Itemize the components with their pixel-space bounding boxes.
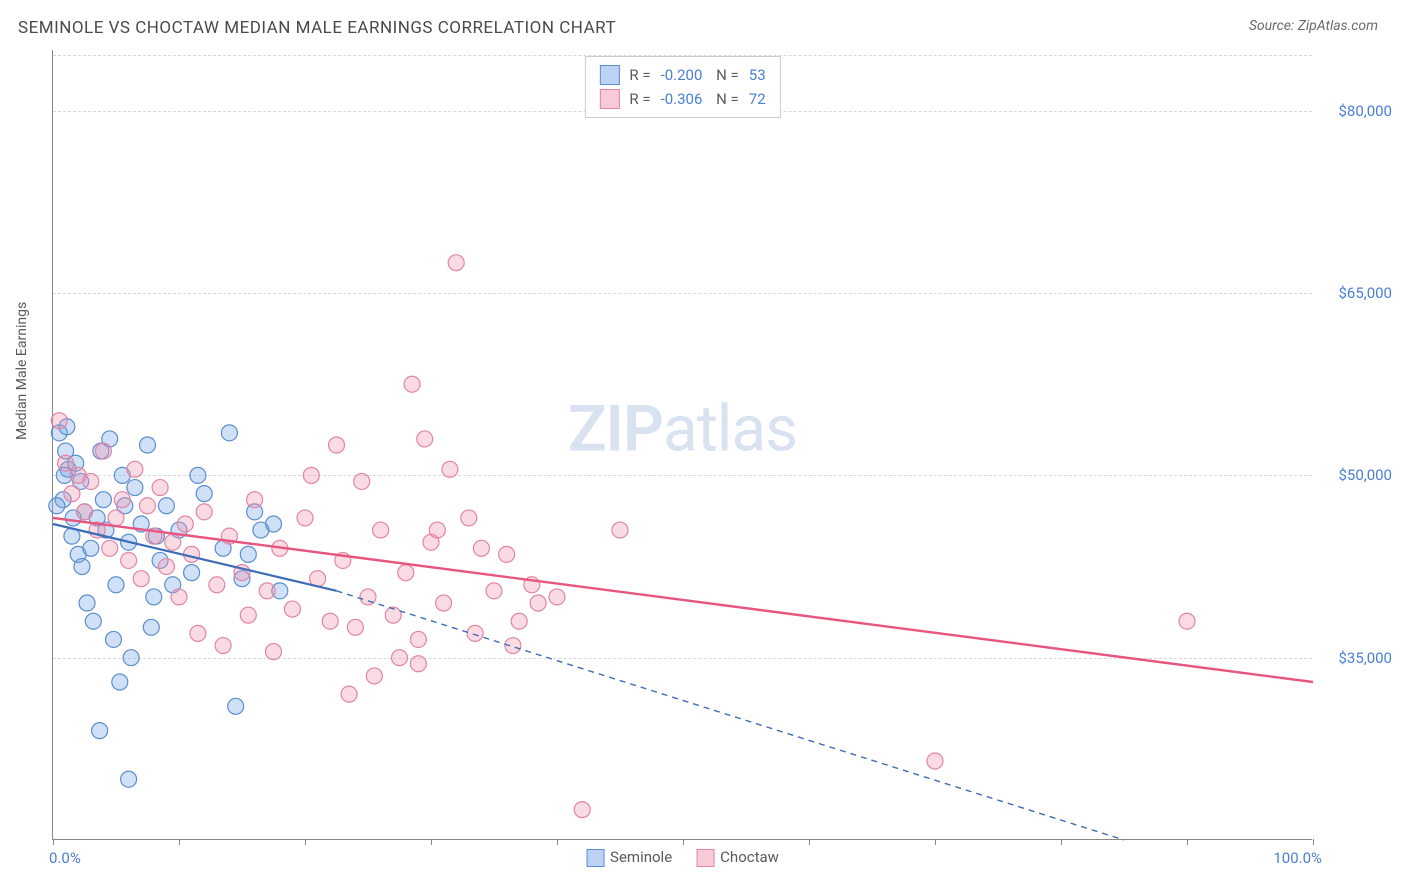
legend-label-choctaw: Choctaw	[720, 848, 779, 866]
legend-top-swatch-seminole	[599, 65, 619, 85]
chart-plot-area: ZIPatlas $35,000$50,000$65,000$80,000 0.…	[52, 50, 1312, 840]
x-tick-label-max: 100.0%	[1273, 849, 1322, 867]
n-value-seminole: 53	[749, 63, 766, 87]
r-value-seminole: -0.200	[661, 63, 703, 87]
legend-swatch-seminole	[586, 849, 604, 867]
legend-top-row-choctaw: R = -0.306 N = 72	[599, 87, 765, 111]
legend-bottom: Seminole Choctaw	[586, 848, 779, 867]
legend-top-stats: R = -0.200 N = 53 R = -0.306 N = 72	[584, 56, 780, 118]
x-tick-label-min: 0.0%	[49, 849, 81, 867]
y-axis-label: Median Male Earnings	[14, 302, 30, 440]
source-attribution: Source: ZipAtlas.com	[1249, 18, 1378, 34]
legend-swatch-choctaw	[696, 849, 714, 867]
legend-top-swatch-choctaw	[599, 89, 619, 109]
scatter-svg	[53, 50, 1312, 839]
legend-item-seminole: Seminole	[586, 848, 672, 867]
legend-label-seminole: Seminole	[610, 848, 672, 866]
r-label: R =	[629, 63, 650, 87]
legend-top-row-seminole: R = -0.200 N = 53	[599, 63, 765, 87]
n-value-choctaw: 72	[749, 87, 766, 111]
r-label: R =	[629, 87, 650, 111]
r-value-choctaw: -0.306	[661, 87, 703, 111]
n-label: N =	[712, 87, 738, 111]
n-label: N =	[712, 63, 738, 87]
chart-title: SEMINOLE VS CHOCTAW MEDIAN MALE EARNINGS…	[18, 18, 616, 38]
legend-item-choctaw: Choctaw	[696, 848, 779, 867]
